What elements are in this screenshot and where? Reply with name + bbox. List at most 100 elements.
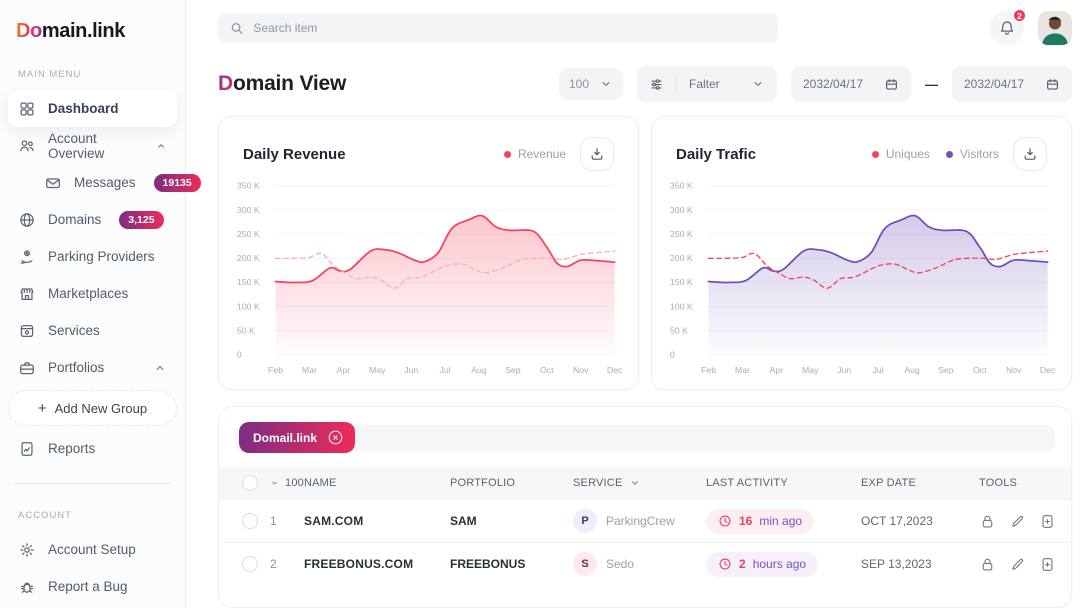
edit-pencil-icon[interactable] (1009, 556, 1026, 573)
envelope-icon (46, 177, 60, 188)
sidebar-item-label: Portfolios (48, 360, 105, 375)
user-avatar[interactable] (1038, 11, 1072, 45)
sidebar-item-portfolios[interactable]: Portfolios (8, 349, 177, 386)
date-to-value: 2032/04/17 (964, 77, 1025, 91)
close-icon[interactable] (326, 428, 345, 447)
legend-dot (945, 150, 953, 158)
sidebar-item-messages[interactable]: Messages 19135 (34, 164, 201, 201)
topbar: 2 (218, 0, 1072, 56)
sidebar-item-services[interactable]: Services (8, 312, 177, 349)
sidebar-item-domains[interactable]: Domains 3,125 (8, 201, 177, 238)
tools-cell (979, 556, 1072, 573)
gear-icon (20, 542, 34, 557)
filter-chips-bar: Domail.link (235, 422, 1055, 453)
select-all-checkbox[interactable] (242, 475, 258, 491)
domains-count-badge: 3,125 (119, 210, 164, 229)
page-title: Domain View (218, 72, 347, 95)
sidebar-item-parking-providers[interactable]: Parking Providers (8, 238, 177, 275)
search-bar (218, 13, 778, 43)
svg-text:0: 0 (670, 350, 675, 360)
notifications-button[interactable]: 2 (990, 8, 1027, 45)
service-cell: P ParkingCrew (573, 509, 706, 533)
legend-dot (503, 150, 511, 158)
calendar-icon (1047, 78, 1058, 90)
activity-pill: 16 min ago (706, 508, 815, 534)
add-new-group-button[interactable]: + Add New Group (8, 390, 177, 426)
table-row[interactable]: 1 SAM.COM SAM P ParkingCrew 16 min ago O… (219, 499, 1071, 542)
svg-text:200 K: 200 K (670, 253, 693, 263)
svg-text:Sep: Sep (938, 365, 954, 375)
sidebar-item-account-setup[interactable]: Account Setup (8, 531, 177, 568)
last-activity-cell: 16 min ago (706, 508, 861, 534)
filter-divider (676, 74, 677, 94)
file-export-icon[interactable] (1069, 556, 1072, 573)
svg-text:Jun: Jun (404, 365, 418, 375)
filter-chip-domail-link[interactable]: Domail.link (239, 422, 356, 453)
svg-text:250 K: 250 K (670, 229, 693, 239)
chart-title: Daily Trafic (676, 145, 757, 163)
service-initial-avatar: S (573, 552, 597, 576)
svg-text:Nov: Nov (1006, 365, 1022, 375)
chevron-down-icon (602, 82, 610, 86)
column-name: NAME (304, 477, 337, 489)
chart-title: Daily Revenue (243, 145, 346, 163)
row-checkbox[interactable] (242, 556, 258, 572)
filter-label: Falter (689, 77, 720, 91)
sidebar-item-dashboard[interactable]: Dashboard (8, 90, 177, 127)
portfolio-name: FREEBONUS (450, 557, 526, 571)
file-export-icon[interactable] (1069, 513, 1072, 530)
legend-label: Uniques (885, 147, 930, 161)
sidebar-item-report-a-bug[interactable]: Report a Bug (8, 568, 177, 605)
lock-icon[interactable] (979, 513, 996, 530)
calendar-icon (886, 78, 897, 90)
storefront-icon (20, 287, 34, 300)
table-row[interactable]: 2 FREEBONUS.COM FREEBONUS S Sedo 2 hours… (219, 542, 1071, 585)
avatar-image (1038, 11, 1072, 45)
download-button[interactable] (580, 137, 614, 171)
sidebar-item-account-overview[interactable]: Account Overview (8, 127, 177, 164)
sidebar-item-marketplaces[interactable]: Marketplaces (8, 275, 177, 312)
service-initial-avatar: P (573, 509, 597, 533)
page-size-select[interactable]: 100 (559, 68, 623, 100)
row-number: 1 (270, 514, 277, 528)
sidebar-item-label: Reports (48, 441, 96, 456)
row-checkbox[interactable] (242, 513, 258, 529)
lock-icon[interactable] (979, 556, 996, 573)
file-plus-icon[interactable] (1039, 556, 1056, 573)
users-icon (20, 139, 34, 151)
report-doc-icon (21, 441, 33, 456)
svg-text:Apr: Apr (337, 365, 351, 375)
portfolio-name: SAM (450, 514, 477, 528)
last-activity-cell: 2 hours ago (706, 551, 861, 577)
svg-text:Oct: Oct (540, 365, 554, 375)
account-section-label: ACCOUNT (18, 510, 72, 521)
legend-dot (871, 150, 879, 158)
column-count[interactable]: 100 (270, 477, 304, 489)
sidebar-divider (14, 483, 171, 484)
sidebar-item-reports[interactable]: Reports (8, 430, 177, 467)
globe-icon (20, 212, 34, 227)
daily-trafic-card: Daily Trafic Uniques Visitors 350 K 300 K… (651, 116, 1072, 390)
header-controls: 100 Falter 2032/04/17 — 2032/04/17 (559, 66, 1072, 102)
sidebar-item-label: Account Setup (48, 542, 136, 557)
sidebar-item-label: Parking Providers (48, 249, 155, 264)
service-name: Sedo (606, 557, 635, 571)
sidebar-item-label: Messages (74, 175, 136, 190)
search-input[interactable] (253, 21, 766, 35)
download-icon (591, 148, 603, 160)
svg-text:Feb: Feb (268, 365, 283, 375)
main-menu-label: MAIN MENU (18, 69, 82, 80)
activity-pill: 2 hours ago (706, 551, 819, 577)
file-plus-icon[interactable] (1039, 513, 1056, 530)
svg-text:50 K: 50 K (670, 326, 688, 336)
svg-text:Dec: Dec (1040, 365, 1055, 375)
edit-pencil-icon[interactable] (1009, 513, 1026, 530)
download-button[interactable] (1013, 137, 1047, 171)
column-service[interactable]: SERVICE (573, 477, 706, 489)
date-to-picker[interactable]: 2032/04/17 (952, 66, 1072, 102)
filter-dropdown[interactable]: Falter (637, 66, 777, 102)
date-from-picker[interactable]: 2032/04/17 (791, 66, 911, 102)
page-header: Domain View 100 Falter 2032/04/17 — (218, 62, 1072, 106)
bug-icon (20, 582, 34, 593)
column-exp-date: EXP DATE (861, 477, 916, 489)
